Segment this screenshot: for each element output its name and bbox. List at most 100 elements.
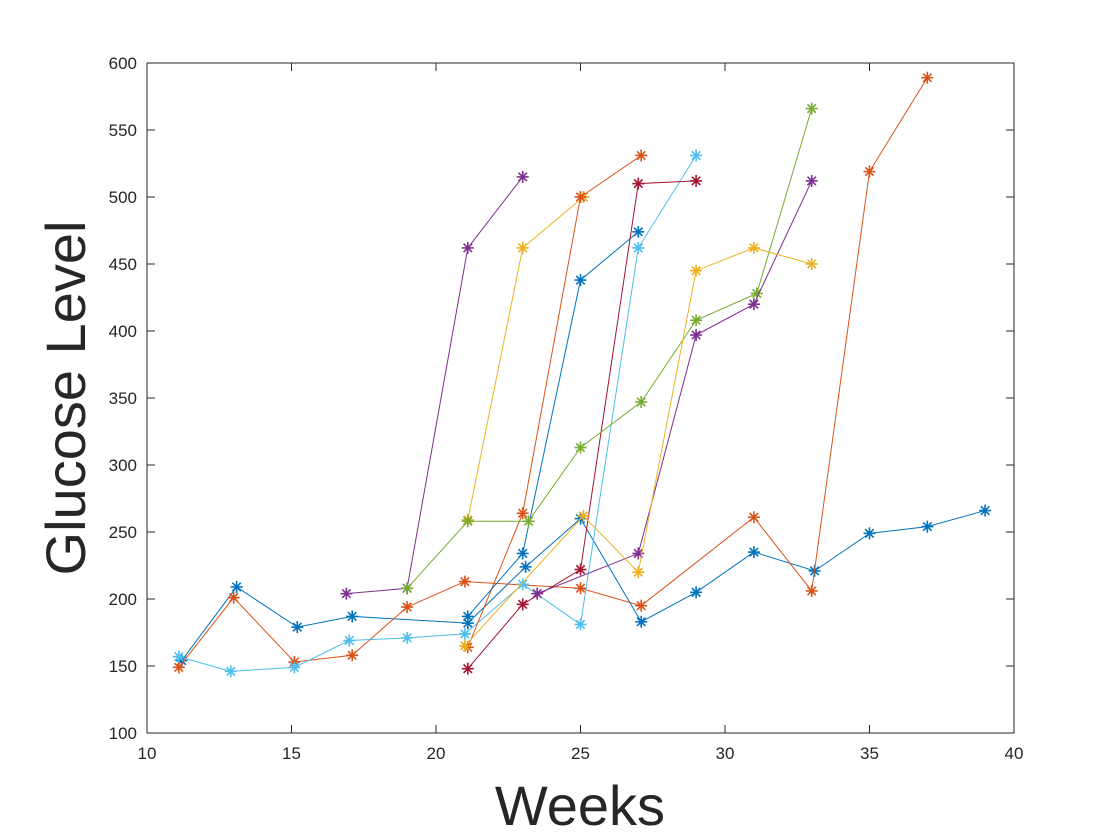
series-line: [406, 108, 813, 589]
y-tick-label: 200: [109, 590, 137, 609]
x-tick-label: 35: [860, 744, 879, 763]
data-point: [690, 586, 703, 599]
data-point: [516, 241, 529, 254]
data-point: [921, 520, 934, 533]
data-point: [531, 587, 544, 600]
series-1: [175, 504, 992, 667]
data-point: [458, 575, 471, 588]
data-point: [224, 665, 237, 678]
data-point: [401, 631, 414, 644]
y-tick-label: 300: [109, 456, 137, 475]
data-point: [747, 511, 760, 524]
data-point: [461, 610, 474, 623]
series-6: [461, 149, 648, 654]
data-point: [632, 225, 645, 238]
data-point: [574, 582, 587, 595]
data-point: [401, 582, 414, 595]
data-point: [632, 566, 645, 579]
series-line: [467, 155, 642, 648]
x-tick-label: 25: [571, 744, 590, 763]
series-line: [181, 510, 986, 661]
y-tick-label: 400: [109, 322, 137, 341]
data-point: [747, 546, 760, 559]
data-point: [461, 241, 474, 254]
data-point: [690, 264, 703, 277]
data-point: [519, 560, 532, 573]
series-3: [172, 149, 703, 678]
data-point: [979, 504, 992, 517]
data-point: [172, 661, 185, 674]
data-point: [805, 584, 818, 597]
y-tick-label: 150: [109, 657, 137, 676]
data-point: [574, 191, 587, 203]
x-tick-label: 15: [282, 744, 301, 763]
series-8: [461, 174, 703, 675]
data-point: [516, 578, 529, 591]
series-line: [178, 155, 697, 672]
data-point: [227, 591, 240, 604]
data-point: [172, 650, 185, 663]
data-point: [747, 298, 760, 311]
data-point: [516, 170, 529, 183]
series-layer: [172, 71, 992, 678]
data-point: [343, 634, 356, 647]
data-point: [346, 610, 359, 623]
y-tick-label: 250: [109, 523, 137, 542]
y-tick-label: 350: [109, 389, 137, 408]
data-point: [690, 314, 703, 327]
data-point: [340, 587, 353, 600]
data-point: [635, 149, 648, 162]
data-point: [458, 639, 471, 652]
data-point: [291, 621, 304, 634]
series-line: [467, 231, 639, 617]
series-11: [458, 241, 818, 652]
data-point: [288, 661, 301, 674]
y-axis-title: Glucose Level: [34, 221, 97, 576]
data-point: [863, 527, 876, 540]
data-point: [635, 396, 648, 409]
data-point: [805, 174, 818, 187]
data-point: [690, 329, 703, 342]
x-tick-label: 30: [716, 744, 735, 763]
plot-area: [147, 63, 1014, 733]
data-point: [574, 563, 587, 576]
data-point: [635, 615, 648, 628]
y-tick-label: 550: [109, 121, 137, 140]
data-point: [635, 599, 648, 612]
data-point: [747, 241, 760, 254]
series-line: [464, 247, 812, 647]
series-9: [401, 102, 818, 595]
data-point: [401, 601, 414, 614]
data-point: [805, 102, 818, 115]
series-7: [461, 225, 645, 623]
data-point: [577, 509, 590, 522]
data-point: [863, 165, 876, 178]
y-tick-label: 450: [109, 255, 137, 274]
x-tick-label: 10: [138, 744, 157, 763]
series-line: [346, 176, 524, 595]
data-point: [574, 441, 587, 454]
axes: [146, 62, 1015, 734]
data-point: [522, 515, 535, 528]
data-point: [805, 258, 818, 270]
data-point: [690, 174, 703, 187]
data-point: [690, 149, 703, 162]
data-point: [632, 177, 645, 190]
data-point: [458, 627, 471, 640]
data-point: [516, 507, 529, 520]
data-point: [632, 241, 645, 254]
x-tick-label: 20: [427, 744, 446, 763]
x-axis-title: Weeks: [495, 774, 665, 837]
data-point: [516, 547, 529, 560]
data-point: [574, 274, 587, 287]
data-point: [574, 618, 587, 631]
tick-labels: 10 15 20 25 30 35 40 100 150 200 250 300 350 400 450 50…: [109, 54, 1024, 763]
data-point: [921, 71, 934, 84]
data-point: [516, 598, 529, 611]
x-tick-label: 40: [1005, 744, 1024, 763]
data-point: [346, 649, 359, 662]
data-point: [230, 580, 243, 593]
y-tick-label: 600: [109, 54, 137, 73]
